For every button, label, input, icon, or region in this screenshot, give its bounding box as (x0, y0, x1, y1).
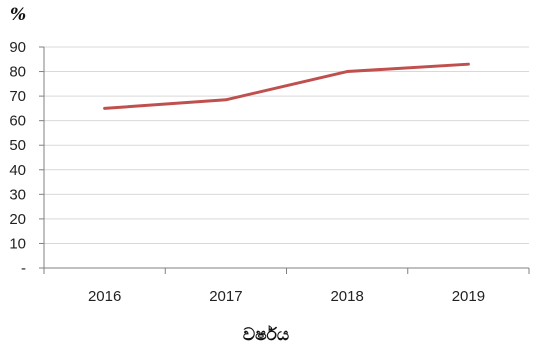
y-tick-label: 80 (9, 64, 26, 81)
y-tick-label: 40 (9, 162, 26, 179)
y-tick-label: 10 (9, 235, 26, 252)
x-tick-labels: 2016 2017 2018 2019 (88, 288, 485, 305)
y-tick-label: 70 (9, 88, 26, 105)
y-axis-label: % (10, 5, 26, 25)
y-tick-labels: - 10 20 30 40 50 60 70 80 90 (9, 39, 26, 277)
gridlines (44, 46, 529, 244)
y-tick-label: 20 (9, 211, 26, 228)
x-tick-label: 2017 (209, 288, 242, 305)
y-tick-label: - (21, 260, 26, 277)
x-tick-label: 2018 (330, 288, 363, 305)
x-tick-label: 2016 (88, 288, 121, 305)
x-axis-label: වර්ෂය (243, 325, 289, 345)
y-tick-label: 60 (9, 113, 26, 130)
series-group (103, 62, 470, 110)
y-tick-label: 90 (9, 39, 26, 56)
y-tick-label: 30 (9, 186, 26, 203)
series-line (103, 62, 470, 110)
x-tick-label: 2019 (452, 288, 485, 305)
axes (39, 46, 530, 274)
y-tick-label: 50 (9, 137, 26, 154)
